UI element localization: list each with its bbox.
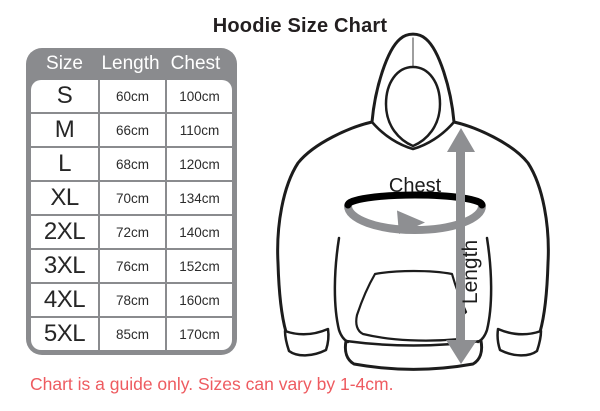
table-cell-size: 2XL: [31, 216, 98, 248]
table-cell-length: 78cm: [100, 284, 165, 316]
hem-band: [343, 339, 484, 371]
table-cell-length: 85cm: [100, 318, 165, 350]
disclaimer-note: Chart is a guide only. Sizes can vary by…: [30, 374, 394, 394]
length-arrow-head-bottom: [446, 340, 477, 364]
left-shoulder-sleeve: [276, 120, 374, 334]
table-cell-chest: 110cm: [167, 114, 232, 146]
table-cell-length: 76cm: [100, 250, 165, 282]
table-cell-size: 4XL: [31, 284, 98, 316]
left-cuff: [283, 327, 330, 357]
table-cell-size: 3XL: [31, 250, 98, 282]
face-opening: [384, 65, 442, 148]
table-cell-length: 72cm: [100, 216, 165, 248]
table-cell-size: L: [31, 148, 98, 180]
length-arrow-bar: [456, 143, 465, 343]
table-cell-size: XL: [31, 182, 98, 214]
collar: [370, 120, 456, 151]
page-title: Hoodie Size Chart: [212, 15, 388, 37]
table-cell-length: 70cm: [100, 182, 165, 214]
length-arrow-head-top: [447, 128, 475, 152]
kangaroo-pocket: [355, 269, 468, 342]
table-cell-chest: 134cm: [167, 182, 232, 214]
size-table: Size Length Chest S 60cm 100cm M 66cm 11…: [26, 48, 237, 355]
table-cell-length: 68cm: [100, 148, 165, 180]
table-cell-chest: 152cm: [167, 250, 232, 282]
left-body-seam: [333, 236, 350, 344]
right-shoulder-sleeve: [452, 120, 550, 334]
chest-label: Chest: [389, 175, 442, 197]
column-header-size: Size: [46, 53, 83, 74]
table-cell-size: M: [31, 114, 98, 146]
column-header-chest: Chest: [170, 53, 221, 74]
table-cell-length: 60cm: [100, 80, 165, 112]
length-label: Length: [459, 240, 482, 304]
right-cuff: [496, 327, 543, 357]
table-cell-chest: 120cm: [167, 148, 232, 180]
table-cell-chest: 100cm: [167, 80, 232, 112]
chest-arc-bottom: [344, 202, 486, 234]
column-header-length: Length: [101, 53, 160, 74]
right-body-seam: [476, 236, 493, 344]
table-cell-size: 5XL: [31, 318, 98, 350]
table-cell-length: 66cm: [100, 114, 165, 146]
size-table-header: Size Length Chest: [31, 48, 232, 80]
hoodie-diagram: Chest Length: [276, 32, 550, 371]
chest-arc-top: [344, 191, 486, 209]
table-cell-chest: 170cm: [167, 318, 232, 350]
table-cell-size: S: [31, 80, 98, 112]
table-cell-chest: 140cm: [167, 216, 232, 248]
size-table-body: S 60cm 100cm M 66cm 110cm L 68cm 120cm X…: [31, 80, 232, 350]
chest-arc-arrowhead: [397, 210, 425, 234]
table-cell-chest: 160cm: [167, 284, 232, 316]
